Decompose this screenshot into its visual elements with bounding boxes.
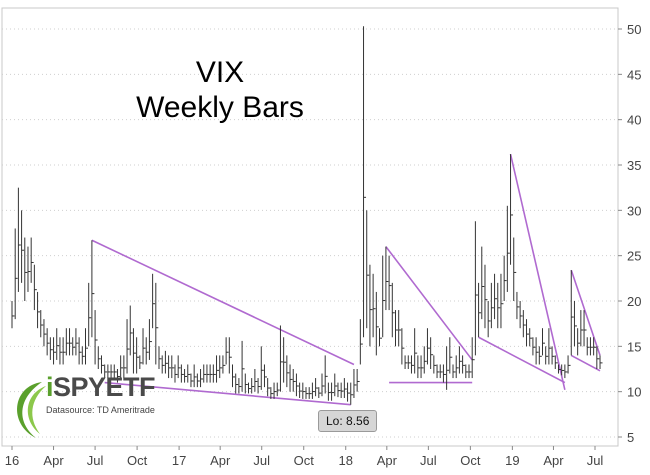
- x-tick-label: Jul: [87, 453, 104, 468]
- x-tick-label: Apr: [43, 453, 64, 468]
- x-tick-label: Oct: [127, 453, 148, 468]
- x-tick-label: Jul: [420, 453, 437, 468]
- trendline: [570, 354, 601, 372]
- x-tick-label: 16: [5, 453, 19, 468]
- x-tick-label: Jul: [587, 453, 604, 468]
- logo-text: iSPYETF: [46, 372, 156, 403]
- ispyetf-logo: iSPYETF Datasource: TD Ameritrade: [6, 372, 156, 448]
- trendline: [509, 153, 566, 391]
- x-tick-label: 17: [172, 453, 186, 468]
- x-tick-label: Apr: [377, 453, 398, 468]
- y-tick-label: 5: [627, 430, 634, 445]
- trendline: [478, 336, 566, 384]
- ohlc-bars: [11, 26, 603, 405]
- chart-subtitle: Weekly Bars: [136, 91, 304, 124]
- logo-prefix: i: [46, 372, 54, 402]
- x-tick-label: Oct: [294, 453, 315, 468]
- x-tick-label: 19: [505, 453, 519, 468]
- y-tick-label: 10: [627, 385, 641, 400]
- x-tick-label: Apr: [210, 453, 231, 468]
- x-tick-label: Apr: [543, 453, 564, 468]
- chart-title: VIX: [195, 56, 245, 89]
- grid: [1, 7, 619, 447]
- y-tick-label: 15: [627, 339, 641, 354]
- y-tick-label: 45: [627, 67, 641, 82]
- low-annotation-badge: Lo: 8.56: [318, 410, 378, 432]
- y-tick-label: 50: [627, 22, 641, 37]
- x-tick-label: 18: [338, 453, 352, 468]
- x-tick-label: Jul: [253, 453, 270, 468]
- y-tick-label: 35: [627, 158, 641, 173]
- y-tick-label: 40: [627, 113, 641, 128]
- y-tick-label: 25: [627, 249, 641, 264]
- trendline: [104, 381, 351, 406]
- plot-frame: [1, 7, 619, 447]
- trendline: [91, 239, 355, 366]
- trendline: [570, 269, 601, 356]
- x-axis: 16 Apr Jul Oct 17 Apr Jul Oct 18 Apr Jul Oct 19 Apr Ju…: [5, 446, 604, 468]
- x-tick-label: Oct: [460, 453, 481, 468]
- y-tick-label: 30: [627, 203, 641, 218]
- logo-main: SPYETF: [53, 372, 156, 402]
- trendline: [385, 246, 473, 361]
- y-tick-label: 20: [627, 294, 641, 309]
- y-axis: 5 10 15 20 25 30 35 40 45 50: [618, 22, 641, 445]
- trendlines: [91, 153, 601, 406]
- logo-datasource: Datasource: TD Ameritrade: [46, 405, 155, 415]
- logo-swoosh-icon: [17, 382, 46, 438]
